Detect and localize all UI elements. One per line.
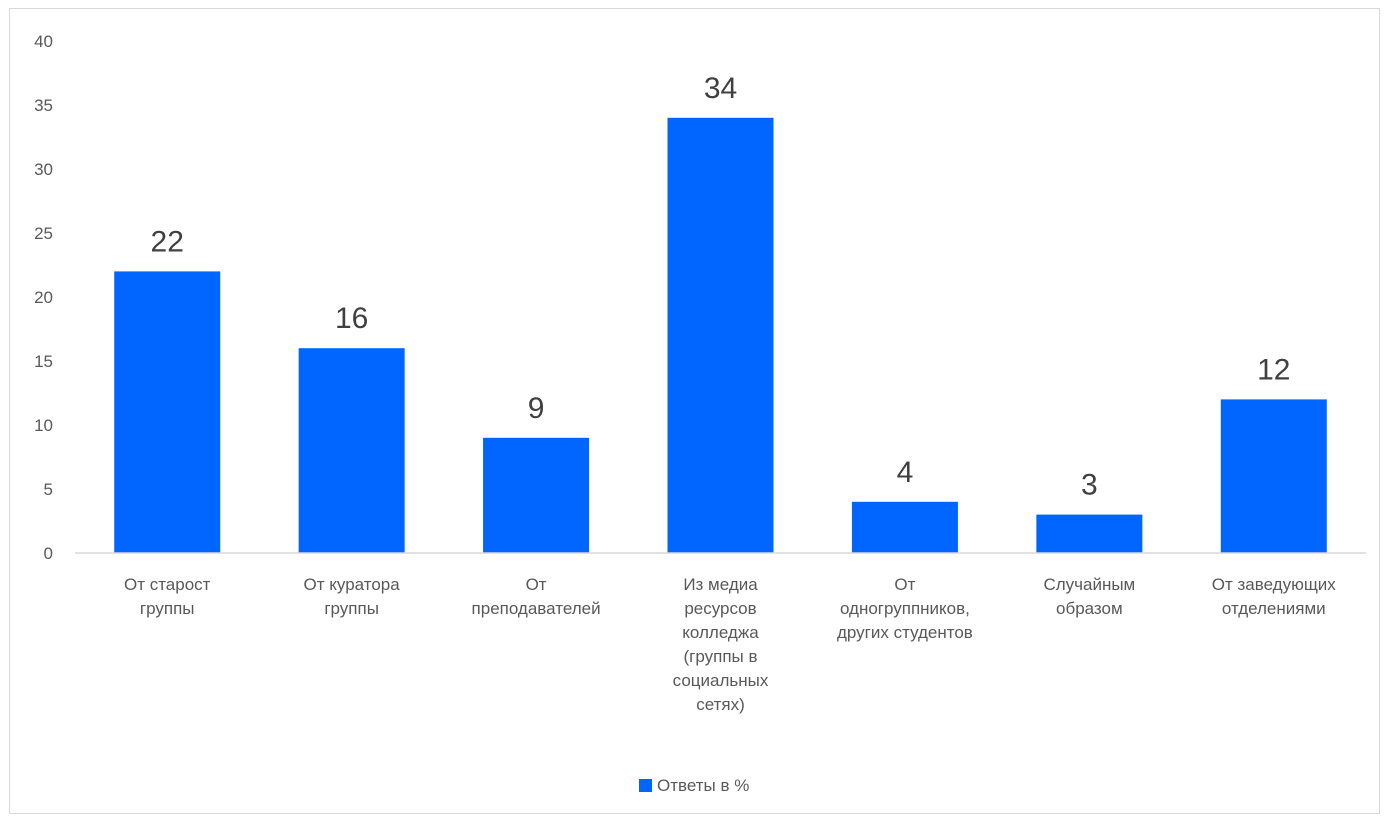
y-tick-label: 10 — [34, 416, 53, 435]
x-category-label: От куратора группы — [304, 575, 401, 618]
bar — [667, 117, 774, 554]
bar — [1220, 399, 1327, 553]
y-tick-label: 20 — [34, 288, 53, 307]
data-label: 22 — [151, 225, 184, 258]
bar — [851, 501, 958, 553]
y-tick-label: 25 — [34, 224, 53, 243]
data-label: 3 — [1081, 469, 1098, 502]
x-category-label: Из медиа ресурсов колледжа (группы в социаль… — [673, 575, 769, 714]
x-category-label: От старост группы — [124, 575, 211, 618]
legend: Ответы в % — [639, 776, 749, 795]
data-label: 12 — [1257, 353, 1290, 386]
bar — [483, 437, 590, 553]
bar — [114, 271, 221, 553]
y-tick-label: 15 — [34, 352, 53, 371]
data-label: 9 — [528, 392, 545, 425]
bar — [1036, 514, 1143, 553]
bar — [298, 348, 405, 553]
data-label: 34 — [704, 72, 737, 105]
x-category-label: От заведующих отделениями — [1212, 575, 1337, 618]
legend-swatch — [639, 779, 652, 792]
y-tick-label: 0 — [44, 544, 53, 563]
y-tick-label: 35 — [34, 96, 53, 115]
y-tick-label: 40 — [34, 32, 53, 51]
x-category-label: От преподавателей — [472, 575, 601, 618]
x-category-label: От одногруппников, других студентов — [837, 575, 973, 642]
y-tick-label: 30 — [34, 160, 53, 179]
x-category-label: Случайным образом — [1043, 575, 1135, 618]
legend-label: Ответы в % — [657, 776, 749, 795]
data-label: 4 — [897, 456, 914, 489]
y-tick-label: 5 — [44, 480, 53, 499]
data-label: 16 — [335, 302, 368, 335]
